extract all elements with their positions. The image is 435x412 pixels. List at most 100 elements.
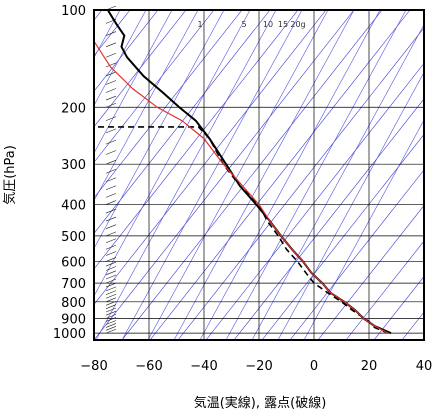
y-tick-label: 400 bbox=[61, 199, 86, 214]
wind-barb bbox=[105, 88, 117, 93]
wind-barb bbox=[105, 317, 117, 322]
x-tick-label: −20 bbox=[245, 359, 272, 374]
mixing-ratio-label: 1 bbox=[197, 20, 202, 29]
dry-adiabat-line bbox=[94, 10, 121, 59]
wind-barb bbox=[105, 297, 117, 303]
series-line-solid-red bbox=[94, 40, 389, 334]
mixing-ratio-label: 20g bbox=[290, 20, 305, 29]
dry-adiabat-line bbox=[95, 10, 277, 340]
y-tick-label: 100 bbox=[61, 4, 86, 19]
y-tick-label: 700 bbox=[61, 277, 86, 292]
wind-barb bbox=[105, 251, 117, 256]
wind-barb bbox=[105, 42, 117, 48]
dry-adiabat-line bbox=[225, 10, 407, 340]
x-tick-label: 40 bbox=[416, 359, 433, 374]
dry-adiabat-line bbox=[94, 10, 147, 106]
dry-adiabat-line bbox=[94, 10, 199, 202]
isotherm-line bbox=[345, 240, 424, 340]
mixing-ratio-label: 10 bbox=[263, 20, 273, 29]
wind-barb bbox=[105, 310, 117, 316]
wind-barb bbox=[105, 224, 117, 229]
y-tick-label: 300 bbox=[61, 158, 86, 173]
wind-barb bbox=[105, 270, 117, 276]
isotherm-line bbox=[373, 276, 424, 340]
wind-barb bbox=[105, 95, 117, 101]
y-tick-label: 800 bbox=[61, 296, 86, 311]
wind-barb bbox=[105, 282, 117, 288]
y-tick-label: 200 bbox=[61, 101, 86, 116]
dry-adiabat-line bbox=[94, 10, 225, 249]
wind-barb bbox=[105, 314, 117, 319]
series-line-dashed-black bbox=[94, 126, 389, 334]
mixing-ratio-label: 5 bbox=[241, 20, 246, 29]
x-tick-label: 0 bbox=[310, 359, 318, 374]
dry-adiabat-line bbox=[94, 10, 251, 297]
x-axis-label: 気温(実線), 露点(破線) bbox=[194, 395, 327, 411]
wind-barb bbox=[105, 139, 117, 145]
isotherm-line bbox=[289, 169, 424, 340]
wind-barb bbox=[105, 320, 117, 325]
x-tick-label: −40 bbox=[190, 359, 217, 374]
dry-adiabat-line bbox=[303, 119, 424, 340]
wind-barb bbox=[105, 216, 117, 222]
isotherm-line bbox=[94, 10, 271, 234]
grid bbox=[93, 9, 425, 340]
wind-barb bbox=[105, 307, 117, 313]
x-tick-label: 20 bbox=[361, 359, 378, 374]
wind-barb bbox=[105, 71, 117, 77]
wind-barb bbox=[105, 323, 117, 328]
wind-barb bbox=[105, 304, 117, 309]
dry-adiabat-line bbox=[251, 24, 424, 340]
wind-barb bbox=[105, 116, 117, 121]
isotherm-line bbox=[94, 10, 299, 270]
wind-barbs bbox=[105, 5, 117, 334]
y-tick-label: 900 bbox=[61, 312, 86, 327]
isotherm-line bbox=[430, 10, 435, 340]
wind-barb bbox=[105, 266, 117, 271]
dry-adiabat-line bbox=[173, 10, 355, 340]
x-axis-ticks: −80 −60 −40 −20 0 20 40 bbox=[80, 359, 432, 374]
isotherm-line bbox=[94, 10, 327, 305]
y-tick-label: 500 bbox=[61, 230, 86, 245]
isotherm-line bbox=[94, 10, 159, 92]
wind-barb bbox=[105, 238, 117, 243]
wind-barb bbox=[105, 80, 117, 85]
isotherm-line bbox=[94, 10, 355, 340]
background-lines bbox=[94, 10, 435, 340]
wind-barb bbox=[105, 62, 117, 68]
wind-barb bbox=[105, 168, 117, 174]
dry-adiabat-line bbox=[94, 10, 173, 154]
x-tick-label: −80 bbox=[80, 359, 107, 374]
wind-barb bbox=[105, 326, 117, 331]
isotherm-line bbox=[401, 311, 424, 340]
series-layer bbox=[94, 10, 392, 335]
wind-barb bbox=[105, 193, 117, 198]
wind-barb bbox=[105, 257, 117, 262]
wind-barb bbox=[105, 185, 117, 191]
dry-adiabat-line bbox=[199, 10, 381, 340]
isotherm-line bbox=[233, 98, 424, 340]
wind-barb bbox=[105, 200, 117, 205]
wind-barb bbox=[105, 31, 117, 36]
y-tick-label: 1000 bbox=[53, 327, 86, 342]
wind-barb bbox=[105, 244, 117, 250]
wind-barb bbox=[105, 208, 117, 214]
wind-barb bbox=[105, 328, 117, 334]
isotherm-line bbox=[177, 27, 424, 340]
mixing-ratio-label: 15 bbox=[278, 20, 288, 29]
wind-barb bbox=[105, 278, 117, 284]
isotherm-line bbox=[94, 10, 187, 128]
wind-barb bbox=[105, 150, 117, 155]
isotherm-line bbox=[317, 204, 424, 340]
wind-barb bbox=[105, 274, 117, 280]
wind-barb bbox=[105, 128, 117, 134]
y-axis-label: 気圧(hPa) bbox=[2, 145, 18, 205]
isotherm-line bbox=[121, 10, 383, 340]
isotherm-line bbox=[94, 10, 243, 199]
wind-barb bbox=[105, 261, 117, 267]
dry-adiabat-line bbox=[121, 10, 303, 340]
wind-barb bbox=[105, 286, 117, 292]
x-tick-label: −60 bbox=[135, 359, 162, 374]
wind-barb bbox=[105, 159, 117, 165]
